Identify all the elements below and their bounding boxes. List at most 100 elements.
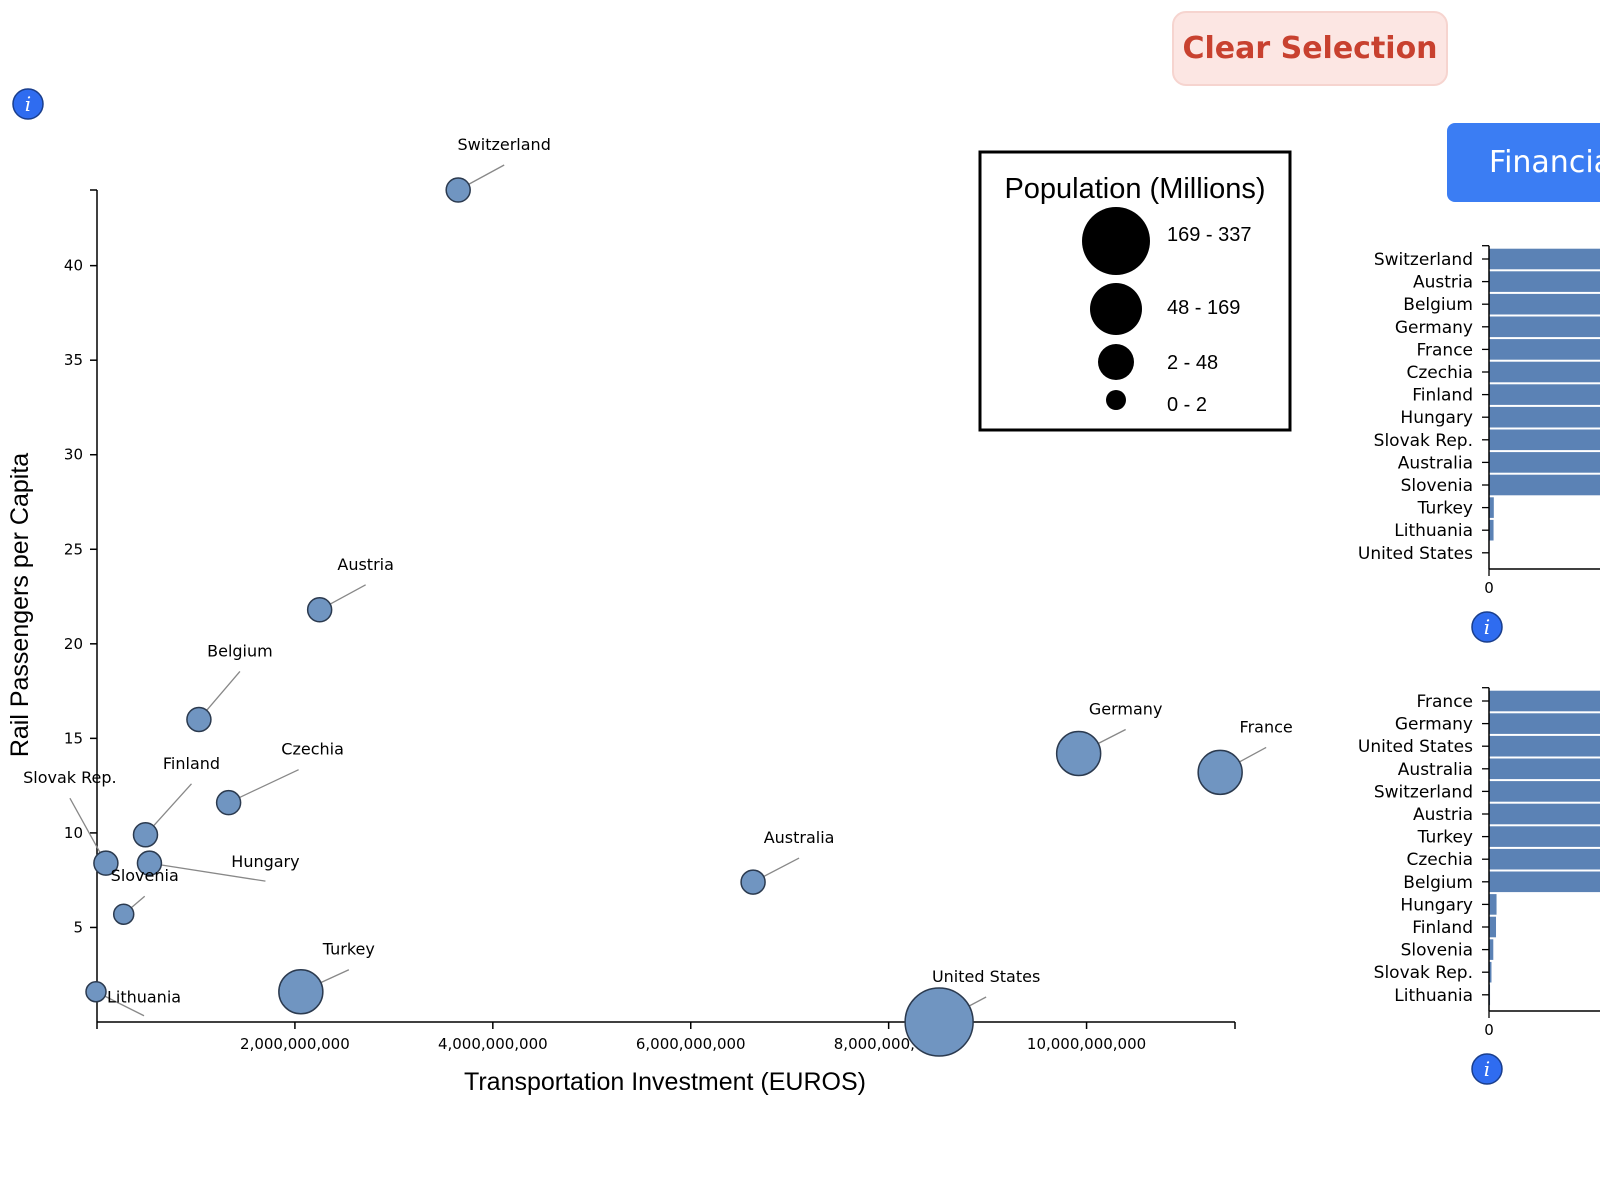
bar bbox=[1489, 826, 1600, 847]
bar-category-label: Germany bbox=[1395, 715, 1473, 735]
point-label: Belgium bbox=[207, 641, 273, 660]
bar bbox=[1489, 474, 1600, 496]
bar-category-label: Hungary bbox=[1400, 408, 1473, 428]
bar bbox=[1489, 961, 1492, 983]
y-axis-label: Rail Passengers per Capita bbox=[6, 453, 34, 757]
bar-category-label: France bbox=[1416, 692, 1473, 712]
data-point[interactable] bbox=[136, 850, 163, 876]
bar-category-label: Belgium bbox=[1403, 873, 1473, 893]
legend-bin-label: 169 - 337 bbox=[1167, 224, 1252, 246]
bar bbox=[1489, 803, 1600, 825]
data-point[interactable] bbox=[215, 789, 242, 816]
bar bbox=[1489, 339, 1600, 360]
info-icon-circle bbox=[1471, 611, 1503, 643]
bar-category-label: Australia bbox=[1398, 453, 1473, 473]
bar bbox=[1489, 735, 1600, 757]
bar bbox=[1489, 248, 1600, 270]
point-label: Switzerland bbox=[458, 135, 551, 154]
x-tick-label: 6,000,000,000 bbox=[636, 1035, 746, 1053]
bar bbox=[1489, 271, 1600, 292]
bar bbox=[1489, 871, 1600, 893]
data-point[interactable] bbox=[186, 706, 212, 733]
bar-category-label: Slovenia bbox=[1401, 476, 1473, 496]
bar bbox=[1489, 758, 1600, 780]
info-icon-glyph: i bbox=[25, 92, 31, 116]
point-label: Lithuania bbox=[107, 988, 181, 1007]
bar bbox=[1489, 848, 1600, 870]
bar-category-label: Lithuania bbox=[1394, 521, 1473, 541]
legend-bin-label: 0 - 2 bbox=[1167, 394, 1207, 416]
info-icon-circle bbox=[1471, 1053, 1503, 1085]
point-label: Hungary bbox=[231, 852, 299, 871]
data-point[interactable] bbox=[306, 597, 333, 623]
y-tick-label: 15 bbox=[64, 729, 83, 747]
data-point[interactable] bbox=[445, 177, 471, 203]
bar-category-label: United States bbox=[1358, 737, 1473, 757]
info-icon[interactable]: i bbox=[12, 88, 44, 120]
bar-category-label: Austria bbox=[1413, 273, 1473, 293]
y-tick-label: 40 bbox=[64, 257, 83, 275]
legend-circle-small bbox=[1098, 344, 1134, 380]
bar bbox=[1489, 519, 1494, 541]
bar bbox=[1489, 713, 1600, 734]
point-label: Germany bbox=[1089, 699, 1163, 718]
x-tick-label: 0 bbox=[1484, 579, 1494, 597]
point-label: Czechia bbox=[281, 740, 344, 759]
bar-category-label: Slovak Rep. bbox=[1374, 963, 1473, 983]
data-point[interactable] bbox=[85, 980, 107, 1003]
info-icon[interactable]: i bbox=[1471, 1053, 1503, 1085]
bar bbox=[1489, 384, 1600, 405]
bar-category-label: Finland bbox=[1412, 918, 1473, 938]
bar-category-label: Slovenia bbox=[1401, 941, 1473, 961]
bar bbox=[1489, 781, 1600, 802]
y-tick-label: 5 bbox=[73, 918, 83, 936]
bar-category-label: Australia bbox=[1398, 760, 1473, 780]
data-point[interactable] bbox=[112, 903, 135, 925]
data-point[interactable] bbox=[278, 968, 324, 1015]
bar bbox=[1489, 429, 1600, 451]
legend-circle-large bbox=[1082, 207, 1150, 275]
bar bbox=[1489, 361, 1600, 383]
info-icon-circle bbox=[12, 88, 44, 120]
bar bbox=[1489, 497, 1494, 518]
bar bbox=[1489, 293, 1600, 315]
bar bbox=[1489, 406, 1600, 428]
x-tick-label: 0 bbox=[1484, 1021, 1494, 1039]
bar-category-label: Hungary bbox=[1400, 895, 1473, 915]
legend-bin-label: 2 - 48 bbox=[1167, 352, 1218, 374]
bar-category-label: Belgium bbox=[1403, 295, 1473, 315]
bar-category-label: Czechia bbox=[1406, 363, 1473, 383]
bar-category-label: United States bbox=[1358, 544, 1473, 564]
scatter-plot: 2,000,000,000 4,000,000,000 6,000,000,000 8… bbox=[6, 135, 1293, 1096]
data-point[interactable] bbox=[132, 822, 159, 848]
point-label: Austria bbox=[337, 555, 394, 574]
bar-category-label: Switzerland bbox=[1374, 250, 1473, 270]
point-label: Australia bbox=[764, 828, 835, 847]
bar-category-label: Lithuania bbox=[1394, 986, 1473, 1006]
legend-title: Population (Millions) bbox=[1004, 173, 1265, 205]
data-point[interactable] bbox=[93, 850, 119, 876]
bar bbox=[1489, 316, 1600, 338]
bar-category-label: Germany bbox=[1395, 318, 1473, 338]
data-point[interactable] bbox=[740, 869, 766, 895]
x-axis: 2,000,000,000 4,000,000,000 6,000,000,000 8… bbox=[96, 1021, 1236, 1053]
y-axis: 5 10 15 20 25 30 35 40 bbox=[64, 189, 98, 1022]
point-label: Slovenia bbox=[111, 866, 179, 885]
bar-category-label: Turkey bbox=[1417, 499, 1473, 519]
financial-tab-button[interactable]: Financial bbox=[1447, 123, 1600, 202]
data-point[interactable] bbox=[904, 987, 974, 1057]
leader-line bbox=[228, 769, 299, 804]
legend-circle-medium bbox=[1090, 283, 1142, 335]
x-tick-label: 10,000,000,000 bbox=[1027, 1035, 1146, 1053]
data-point[interactable] bbox=[1197, 749, 1243, 796]
point-label: Turkey bbox=[322, 940, 375, 959]
x-tick-label: 4,000,000,000 bbox=[438, 1035, 548, 1053]
bar bbox=[1489, 916, 1497, 938]
info-icon[interactable]: i bbox=[1471, 611, 1503, 643]
bar-category-label: Turkey bbox=[1417, 828, 1473, 848]
x-tick-label: 2,000,000,000 bbox=[240, 1035, 350, 1053]
bar-category-label: Slovak Rep. bbox=[1374, 431, 1473, 451]
data-point[interactable] bbox=[1055, 730, 1102, 777]
clear-selection-button[interactable]: Clear Selection bbox=[1172, 11, 1448, 86]
